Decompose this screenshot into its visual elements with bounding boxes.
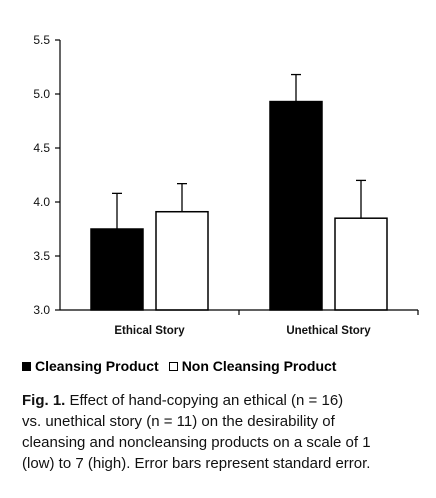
figure-label: Fig. 1. xyxy=(22,392,66,409)
y-tick-label: 5.5 xyxy=(33,33,50,47)
y-tick-label: 4.5 xyxy=(33,141,50,155)
legend-swatch-cleansing xyxy=(22,361,31,371)
caption-line-2: vs. unethical story (n = 11) on the desi… xyxy=(22,413,335,430)
y-axis: 3.0 3.5 4.0 4.5 5.0 5.5 xyxy=(33,33,61,317)
caption-line-4: (low) to 7 (high). Error bars represent … xyxy=(22,455,371,472)
bar-chart: 3.0 3.5 4.0 4.5 5.0 5.5 Ethical Story Unethica… xyxy=(33,33,419,337)
bars xyxy=(90,100,388,311)
x-axis: Ethical Story Unethical Story xyxy=(60,309,419,337)
y-tick-label: 3.0 xyxy=(33,303,50,317)
legend: Cleansing Product Non Cleansing Product xyxy=(22,358,422,374)
y-tick-label: 3.5 xyxy=(33,249,50,263)
legend-item-noncleansing: Non Cleansing Product xyxy=(168,358,337,374)
caption-text-1: Effect of hand-copying an ethical (n = 1… xyxy=(69,392,344,409)
x-tick-label: Ethical Story xyxy=(114,325,185,337)
x-tick-label: Unethical Story xyxy=(286,325,371,337)
y-tick-label: 5.0 xyxy=(33,87,50,101)
bar xyxy=(269,100,323,311)
bar xyxy=(90,228,144,311)
figure-caption: Fig. 1. Effect of hand-copying an ethica… xyxy=(22,390,422,474)
legend-swatch-noncleansing xyxy=(168,361,178,371)
legend-label-noncleansing: Non Cleansing Product xyxy=(181,358,337,374)
bar xyxy=(155,210,209,311)
caption-line-3: cleansing and noncleansing products on a… xyxy=(22,434,371,451)
y-tick-label: 4.0 xyxy=(33,195,50,209)
legend-item-cleansing: Cleansing Product xyxy=(22,358,159,374)
bar xyxy=(334,217,388,311)
caption-line-1: Fig. 1. Effect of hand-copying an ethica… xyxy=(22,390,422,411)
legend-label-cleansing: Cleansing Product xyxy=(35,358,159,374)
error-bars xyxy=(112,73,366,229)
